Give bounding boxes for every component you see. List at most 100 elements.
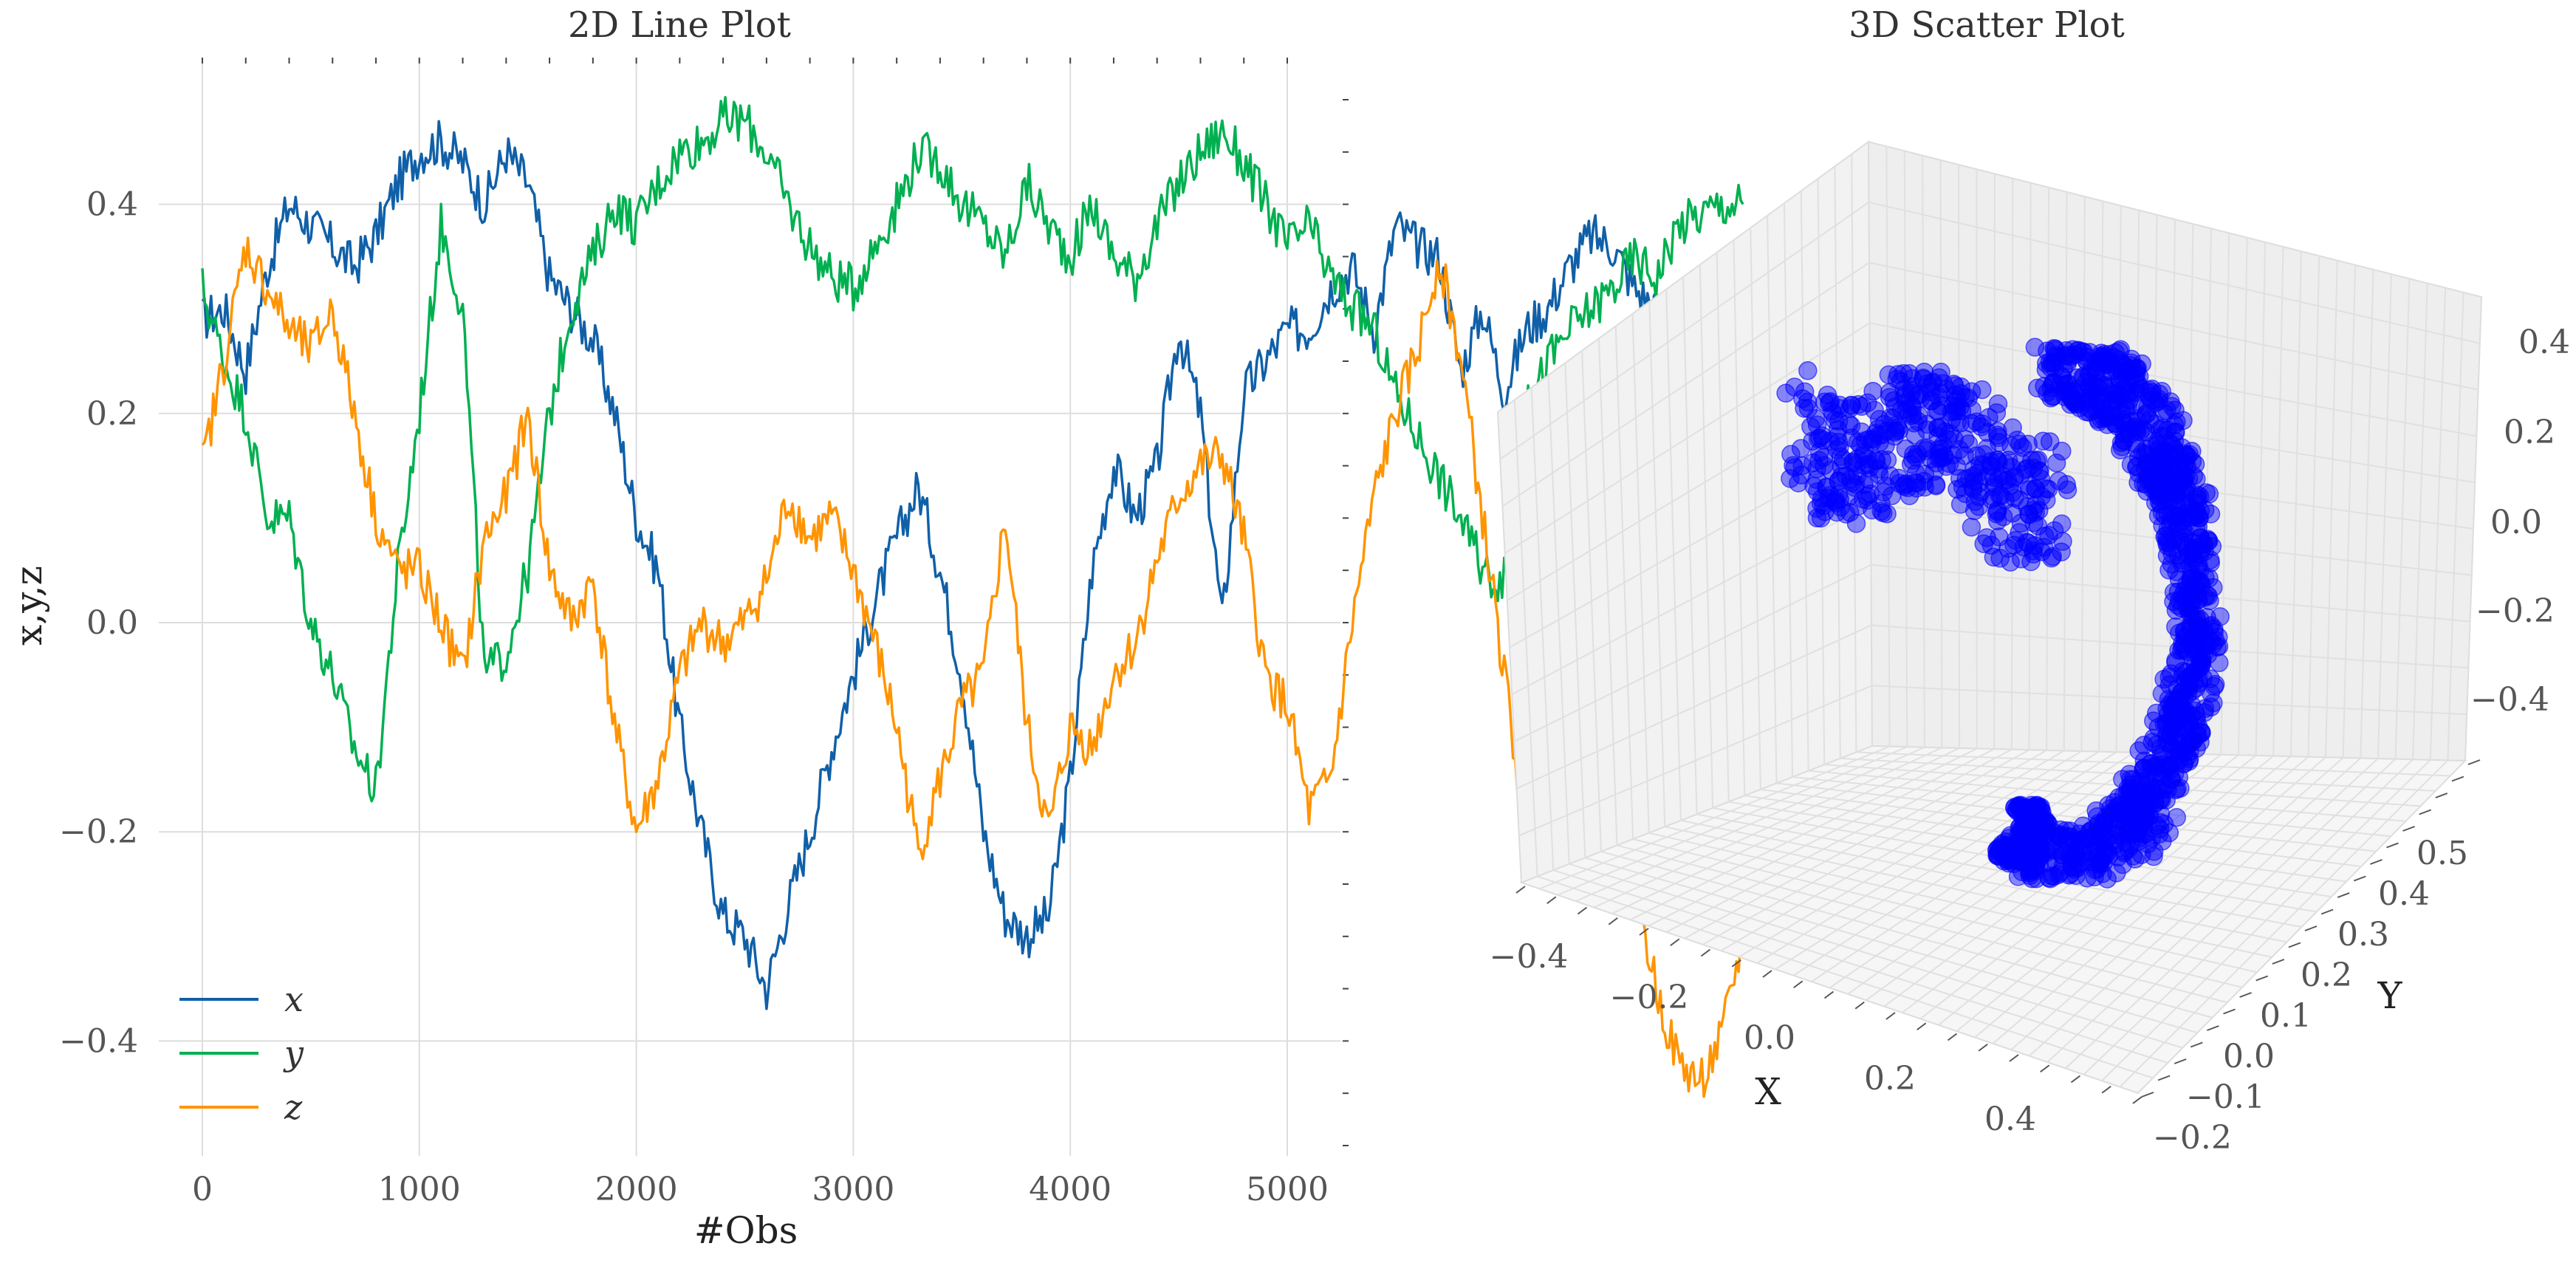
- pane-gridline: [1696, 813, 2302, 928]
- z-tick-label: 0.4: [2518, 324, 2570, 361]
- scatter-point: [2144, 842, 2164, 861]
- scatter-point: [2027, 819, 2047, 839]
- axis-tick: [1515, 886, 1526, 894]
- scatter-point: [1830, 399, 1849, 418]
- scatter-point: [2024, 501, 2044, 520]
- scatter-point: [2041, 389, 2061, 408]
- y-tick-label: −0.2: [59, 813, 138, 851]
- scatter-point: [2062, 856, 2082, 876]
- scatter-point: [2178, 685, 2197, 705]
- scatter-point: [1914, 471, 1933, 491]
- scatter-point: [2144, 846, 2163, 866]
- scatter-point: [2114, 431, 2134, 450]
- pane-gridline: [1518, 685, 2467, 837]
- pane-gridline: [1585, 857, 2198, 1034]
- z-tick-label: −0.2: [2476, 592, 2555, 630]
- scatter-point: [1860, 484, 1880, 504]
- line-plot-minor-ticks: [202, 58, 1349, 1146]
- scatter-point: [2109, 787, 2128, 807]
- scatter-point: [2209, 637, 2229, 656]
- x-tick-label: 3000: [812, 1171, 894, 1208]
- scatter-point: [2187, 469, 2206, 489]
- scatter-point: [1885, 421, 1905, 440]
- scatter-point: [2125, 368, 2145, 387]
- scatter-point: [2131, 378, 2150, 398]
- axis-tick: [2402, 826, 2415, 832]
- scatter-point: [2015, 833, 2034, 852]
- pane-gridline: [1648, 832, 2258, 973]
- scatter-point: [1996, 454, 2015, 473]
- y-tick-label: 0.2: [2301, 956, 2352, 994]
- x-tick-label: 5000: [1246, 1171, 1329, 1208]
- scatter-point: [1971, 482, 1990, 502]
- x-tick-label: −0.2: [1610, 979, 1689, 1016]
- scatter-point: [2106, 381, 2125, 400]
- scatter-point: [2116, 397, 2135, 417]
- scatter-point: [2045, 840, 2064, 860]
- scatter-point: [2046, 453, 2066, 473]
- y-tick-label: 0.4: [86, 186, 138, 224]
- scatter-point: [2150, 468, 2169, 487]
- axis-tick: [2337, 892, 2350, 898]
- scatter-point: [2161, 725, 2180, 745]
- axis-tick: [2223, 1008, 2236, 1015]
- z-tick-label: 0.0: [2490, 504, 2542, 541]
- scatter-point: [1814, 448, 1834, 468]
- scatter-point: [2004, 469, 2024, 488]
- axis-tick: [1731, 959, 1741, 968]
- scatter-point: [2137, 470, 2157, 490]
- scatter-point: [2025, 338, 2045, 357]
- scatter-point: [1905, 425, 1925, 445]
- scatter-point: [2074, 383, 2094, 403]
- scatter-point: [2055, 346, 2075, 366]
- scatter-point: [2170, 740, 2189, 760]
- scatter-point: [1951, 384, 1970, 403]
- pane-gridline: [1501, 261, 2479, 507]
- scatter-point: [1840, 399, 1860, 419]
- axis-tick: [1577, 906, 1588, 915]
- scatter-point: [2037, 490, 2056, 510]
- scatter-y-axis-label: Y: [2377, 974, 2402, 1017]
- line-plot-x-ticks: 0 1000 2000 3000 4000 5000: [192, 1171, 1329, 1208]
- scatter-point: [1848, 449, 1867, 468]
- scatter-point: [1969, 497, 1989, 516]
- scatter-point: [1981, 535, 2001, 555]
- scatter-point: [1846, 514, 1866, 533]
- pane-gridline: [1537, 875, 2154, 1079]
- y-tick-label: 0.2: [86, 395, 138, 433]
- scatter-point: [2207, 637, 2227, 657]
- scatter-point: [2044, 866, 2064, 886]
- scatter-point: [2180, 556, 2200, 575]
- scatter-point: [2184, 507, 2204, 527]
- pane-gridline: [1617, 844, 2228, 1004]
- scatter-point: [2101, 807, 2121, 826]
- scatter-point: [2159, 433, 2179, 453]
- scatter-point: [2117, 362, 2136, 382]
- scatter-point: [2050, 828, 2070, 847]
- scatter-point: [1947, 456, 1967, 476]
- scatter-point: [1984, 547, 2004, 567]
- x-axis-label: #Obs: [694, 1209, 798, 1252]
- scatter-point: [2160, 756, 2179, 775]
- scatter-point: [2029, 501, 2049, 520]
- scatter-point: [2174, 411, 2193, 431]
- x-tick-label: 2000: [595, 1171, 678, 1208]
- pane-gridline: [1569, 863, 2183, 1049]
- scatter-point: [2134, 758, 2154, 778]
- pane-gridline: [1600, 850, 2213, 1019]
- scatter-point: [1915, 465, 1935, 484]
- scatter-point: [2044, 386, 2063, 406]
- scatter-point: [2072, 846, 2092, 866]
- scatter-point: [2003, 483, 2022, 502]
- scatter-point: [1987, 841, 2007, 860]
- pane-gridline: [1792, 776, 2391, 838]
- scatter-point: [2011, 513, 2031, 533]
- scatter-point: [1830, 490, 1850, 509]
- scatter-point: [2089, 374, 2109, 394]
- scatter-point: [2136, 422, 2156, 442]
- scatter-point: [2015, 853, 2035, 873]
- scatter-point: [1857, 486, 1877, 506]
- scatter-point: [2165, 422, 2185, 442]
- scatter-point: [1980, 456, 2000, 476]
